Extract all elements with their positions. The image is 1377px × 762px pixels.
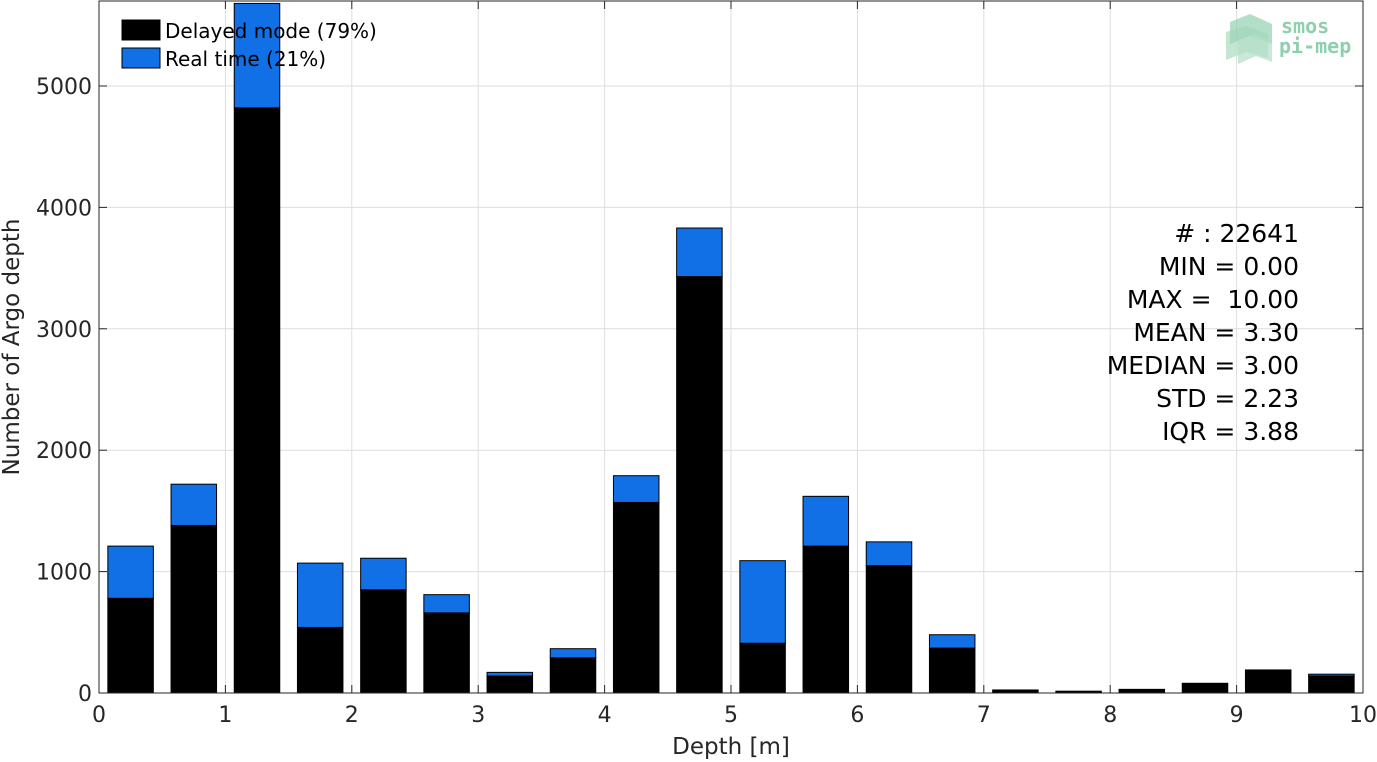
bar-delayed-1	[170, 524, 218, 694]
legend-entry-delayed: Delayed mode (79%)	[165, 19, 377, 43]
smos-pimep-logo: smos pi-mep	[1226, 14, 1351, 64]
stat-max: MAX = 10.00	[1127, 285, 1299, 314]
logo-text-pimep: pi-mep	[1279, 34, 1351, 58]
x-tick-label: 3	[471, 703, 485, 728]
x-tick-label: 5	[724, 703, 738, 728]
bar-realtime-0	[107, 545, 154, 599]
x-tick-label: 2	[345, 703, 359, 728]
bars	[107, 2, 1355, 694]
bar-delayed-5	[423, 612, 470, 694]
bar-realtime-3	[296, 562, 344, 628]
bar-delayed-10	[739, 642, 786, 694]
bar-delayed-16	[1118, 688, 1166, 694]
legend-entry-realtime: Real time (21%)	[165, 47, 326, 71]
bar-delayed-17	[1181, 682, 1229, 694]
y-axis-label: Number of Argo depth	[0, 219, 25, 476]
bar-delayed-11	[802, 545, 850, 694]
bar-delayed-3	[296, 626, 344, 694]
bar-realtime-8	[612, 475, 660, 503]
bar-delayed-13	[928, 647, 976, 694]
x-tick-label: 4	[598, 703, 612, 728]
stat-count: # : 22641	[1174, 219, 1299, 248]
legend: Delayed mode (79%) Real time (21%)	[121, 19, 377, 71]
y-tick-label: 1000	[36, 561, 92, 586]
bar-delayed-6	[486, 675, 534, 694]
axis-ticks: 0 1 2 3 4 5 6 7 8 9 10 0 1000 2000 3000 4000 5000	[36, 1, 1377, 728]
x-tick-label: 7	[977, 703, 991, 728]
bar-delayed-7	[549, 657, 597, 694]
bar-delayed-18	[1244, 669, 1292, 694]
logo-text-smos: smos	[1281, 14, 1329, 38]
legend-swatch-realtime	[121, 47, 161, 69]
grid-lines	[99, 1, 1363, 693]
bar-realtime-9	[676, 227, 723, 278]
x-tick-label: 8	[1103, 703, 1117, 728]
y-tick-label: 3000	[36, 318, 92, 343]
bar-realtime-5	[423, 594, 470, 614]
y-tick-label: 4000	[36, 196, 92, 221]
bar-realtime-19	[1308, 673, 1355, 677]
bar-delayed-8	[612, 501, 660, 694]
stat-std: STD = 2.23	[1156, 384, 1299, 413]
x-axis-label: Depth [m]	[672, 734, 790, 760]
stat-median: MEDIAN = 3.00	[1107, 351, 1299, 380]
x-tick-label: 0	[92, 703, 106, 728]
statistics-box: # : 22641 MIN = 0.00 MAX = 10.00 MEAN = …	[1107, 219, 1299, 446]
stat-min: MIN = 0.00	[1159, 252, 1299, 281]
bar-delayed-19	[1308, 675, 1355, 694]
x-tick-label: 9	[1230, 703, 1244, 728]
bar-delayed-12	[865, 565, 913, 694]
bar-delayed-9	[676, 276, 723, 694]
stat-iqr: IQR = 3.88	[1162, 417, 1299, 446]
x-tick-label: 6	[850, 703, 864, 728]
legend-swatch-delayed	[121, 19, 161, 41]
bar-realtime-7	[549, 648, 597, 659]
bar-realtime-4	[360, 557, 407, 591]
bar-realtime-13	[928, 634, 976, 649]
x-tick-label: 10	[1349, 703, 1377, 728]
y-tick-label: 5000	[36, 75, 92, 100]
bar-realtime-10	[739, 560, 786, 644]
x-tick-label: 1	[218, 703, 232, 728]
y-tick-label: 0	[78, 682, 92, 707]
bar-realtime-2	[233, 2, 281, 109]
y-tick-label: 2000	[36, 439, 92, 464]
bar-realtime-1	[170, 483, 218, 526]
stat-mean: MEAN = 3.30	[1133, 318, 1299, 347]
bar-realtime-11	[802, 495, 850, 547]
bar-delayed-2	[233, 107, 281, 694]
bar-delayed-0	[107, 597, 154, 694]
bar-delayed-4	[360, 589, 407, 694]
logo-wave-icon	[1226, 14, 1272, 64]
bar-realtime-6	[486, 671, 534, 677]
bar-realtime-12	[865, 541, 913, 567]
